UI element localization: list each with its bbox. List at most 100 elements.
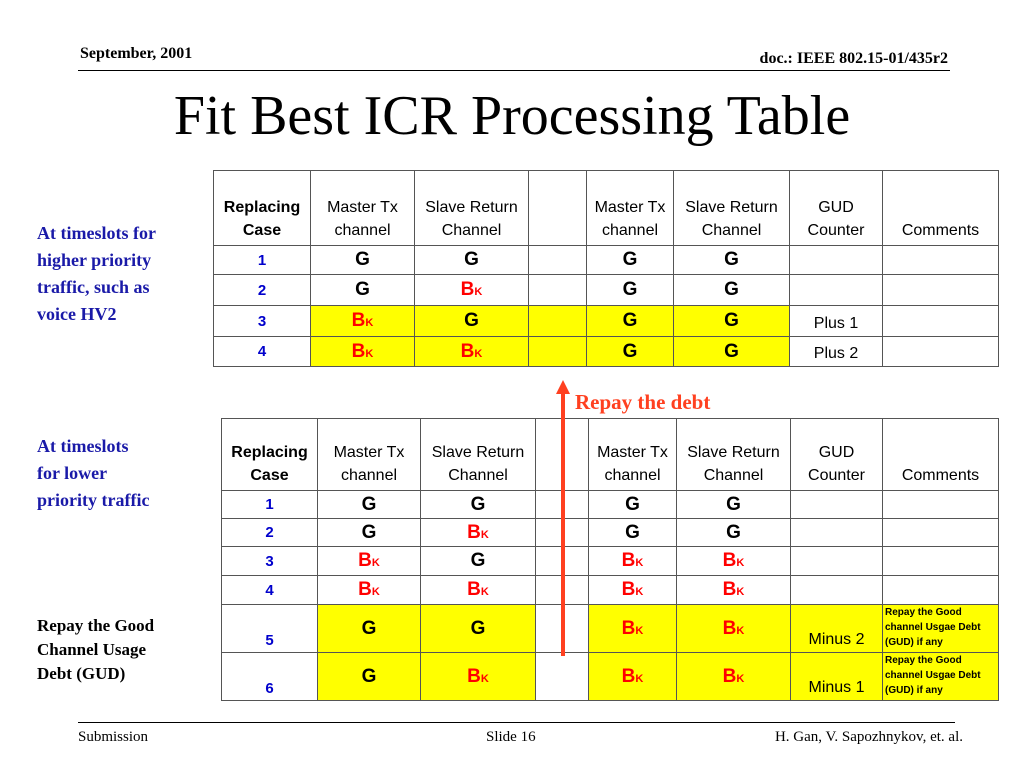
header-row: Replacing Case Master Tx channel Slave Ret… — [213, 170, 999, 246]
cell-sub: K — [635, 586, 644, 598]
header-cell: Comments — [882, 170, 999, 246]
cell: BK — [414, 274, 529, 306]
cell: G — [586, 336, 674, 367]
label-line: At timeslots — [37, 436, 129, 456]
cell-sub: K — [736, 586, 745, 598]
cell-text: B — [722, 550, 737, 571]
cell: Plus 1 — [789, 305, 883, 337]
cell: 3 — [213, 305, 311, 337]
cell: BK — [588, 575, 677, 605]
cell: BK — [317, 575, 421, 605]
header-cell: GUD Counter — [790, 418, 883, 491]
cell: G — [420, 604, 536, 653]
cell — [882, 336, 999, 367]
header-cell: Slave Return Channel — [673, 170, 790, 246]
cell — [882, 575, 999, 605]
cell: G — [673, 336, 790, 367]
cell: G — [588, 490, 677, 519]
row: 4 BK BK BK BK — [221, 575, 999, 605]
cell-sub: K — [736, 557, 745, 569]
cell — [882, 546, 999, 576]
header-date: September, 2001 — [80, 45, 193, 62]
row: 3 BK G G G Plus 1 — [213, 305, 999, 337]
cell: G — [420, 546, 536, 576]
label-line: traffic, such as — [37, 277, 150, 297]
arrow-head — [556, 380, 570, 394]
cell — [882, 518, 999, 547]
footer-right: H. Gan, V. Sapozhnykov, et. al. — [774, 729, 963, 745]
label-line: Channel Usage — [37, 640, 147, 659]
cell: 2 — [221, 518, 318, 547]
cell-sub: K — [480, 528, 489, 541]
cell-text: B — [621, 579, 636, 600]
cell-text: B — [358, 550, 372, 571]
header-cell: Master Tx channel — [317, 418, 421, 491]
table: Replacing Case Master Tx channel Slave Ret… — [221, 418, 999, 701]
cell — [789, 245, 883, 275]
row: 5 G G BK BK Minus 2 Repay the Good channel Usg… — [221, 604, 999, 653]
arrow-label: Repay the debt — [575, 390, 711, 414]
cell: G — [317, 652, 421, 701]
cell: 4 — [213, 336, 311, 367]
header-row: Replacing Case Master Tx channel Slave Ret… — [221, 418, 999, 491]
cell: G — [673, 245, 790, 275]
label-line: Debt (GUD) — [37, 664, 126, 683]
label-line: priority traffic — [37, 490, 150, 510]
header-cell: Master Tx channel — [310, 170, 415, 246]
cell-sub: K — [365, 317, 374, 329]
cell: 6 — [221, 652, 318, 701]
cell: G — [588, 518, 677, 547]
row: 3 BK G BK BK — [221, 546, 999, 576]
label-line: At timeslots for — [37, 223, 156, 243]
cell: BK — [420, 575, 536, 605]
cell — [790, 575, 883, 605]
cell: BK — [676, 546, 791, 576]
cell: G — [317, 490, 421, 519]
cell-text: B — [358, 579, 372, 600]
cell: 2 — [213, 274, 311, 306]
footer-rule — [78, 722, 955, 723]
arrow — [556, 380, 570, 656]
cell: Repay the Good channel Usgae Debt (GUD) … — [882, 604, 999, 653]
cell: BK — [588, 546, 677, 576]
cell-sub: K — [635, 624, 644, 637]
cell: Repay the Good channel Usgae Debt (GUD) … — [882, 652, 999, 701]
cell: G — [586, 274, 674, 306]
cell — [528, 245, 587, 275]
cell-sub: K — [480, 672, 489, 685]
cell — [790, 518, 883, 547]
cell: BK — [676, 652, 791, 701]
cell-text: B — [460, 340, 475, 362]
cell-text: B — [621, 617, 636, 639]
cell: Plus 2 — [789, 336, 883, 367]
cell: BK — [676, 604, 791, 653]
cell: 1 — [213, 245, 311, 275]
cell-text: B — [621, 550, 636, 571]
cell: G — [586, 305, 674, 337]
cell-sub: K — [474, 347, 483, 360]
cell: G — [317, 518, 421, 547]
cell: 1 — [221, 490, 318, 519]
cell-text: B — [621, 665, 636, 687]
cell-sub: K — [474, 286, 483, 298]
side-label: Repay the Good Channel Usage Debt (GUD) — [37, 614, 154, 686]
cell-sub: K — [635, 557, 644, 569]
cell: BK — [317, 546, 421, 576]
cell: BK — [420, 652, 536, 701]
cell-text: B — [467, 579, 481, 600]
cell: G — [310, 245, 415, 275]
cell: BK — [420, 518, 536, 547]
header-cell — [528, 170, 587, 246]
cell-sub: K — [480, 586, 489, 598]
slide-title: Fit Best ICR Processing Table — [173, 85, 851, 147]
cell: G — [676, 518, 791, 547]
cell — [882, 274, 999, 306]
cell: G — [673, 305, 790, 337]
cell — [882, 490, 999, 519]
label-line: higher priority — [37, 250, 152, 270]
cell-text: B — [351, 310, 366, 331]
cell-sub: K — [736, 672, 745, 685]
cell — [882, 245, 999, 275]
cell: G — [414, 245, 529, 275]
